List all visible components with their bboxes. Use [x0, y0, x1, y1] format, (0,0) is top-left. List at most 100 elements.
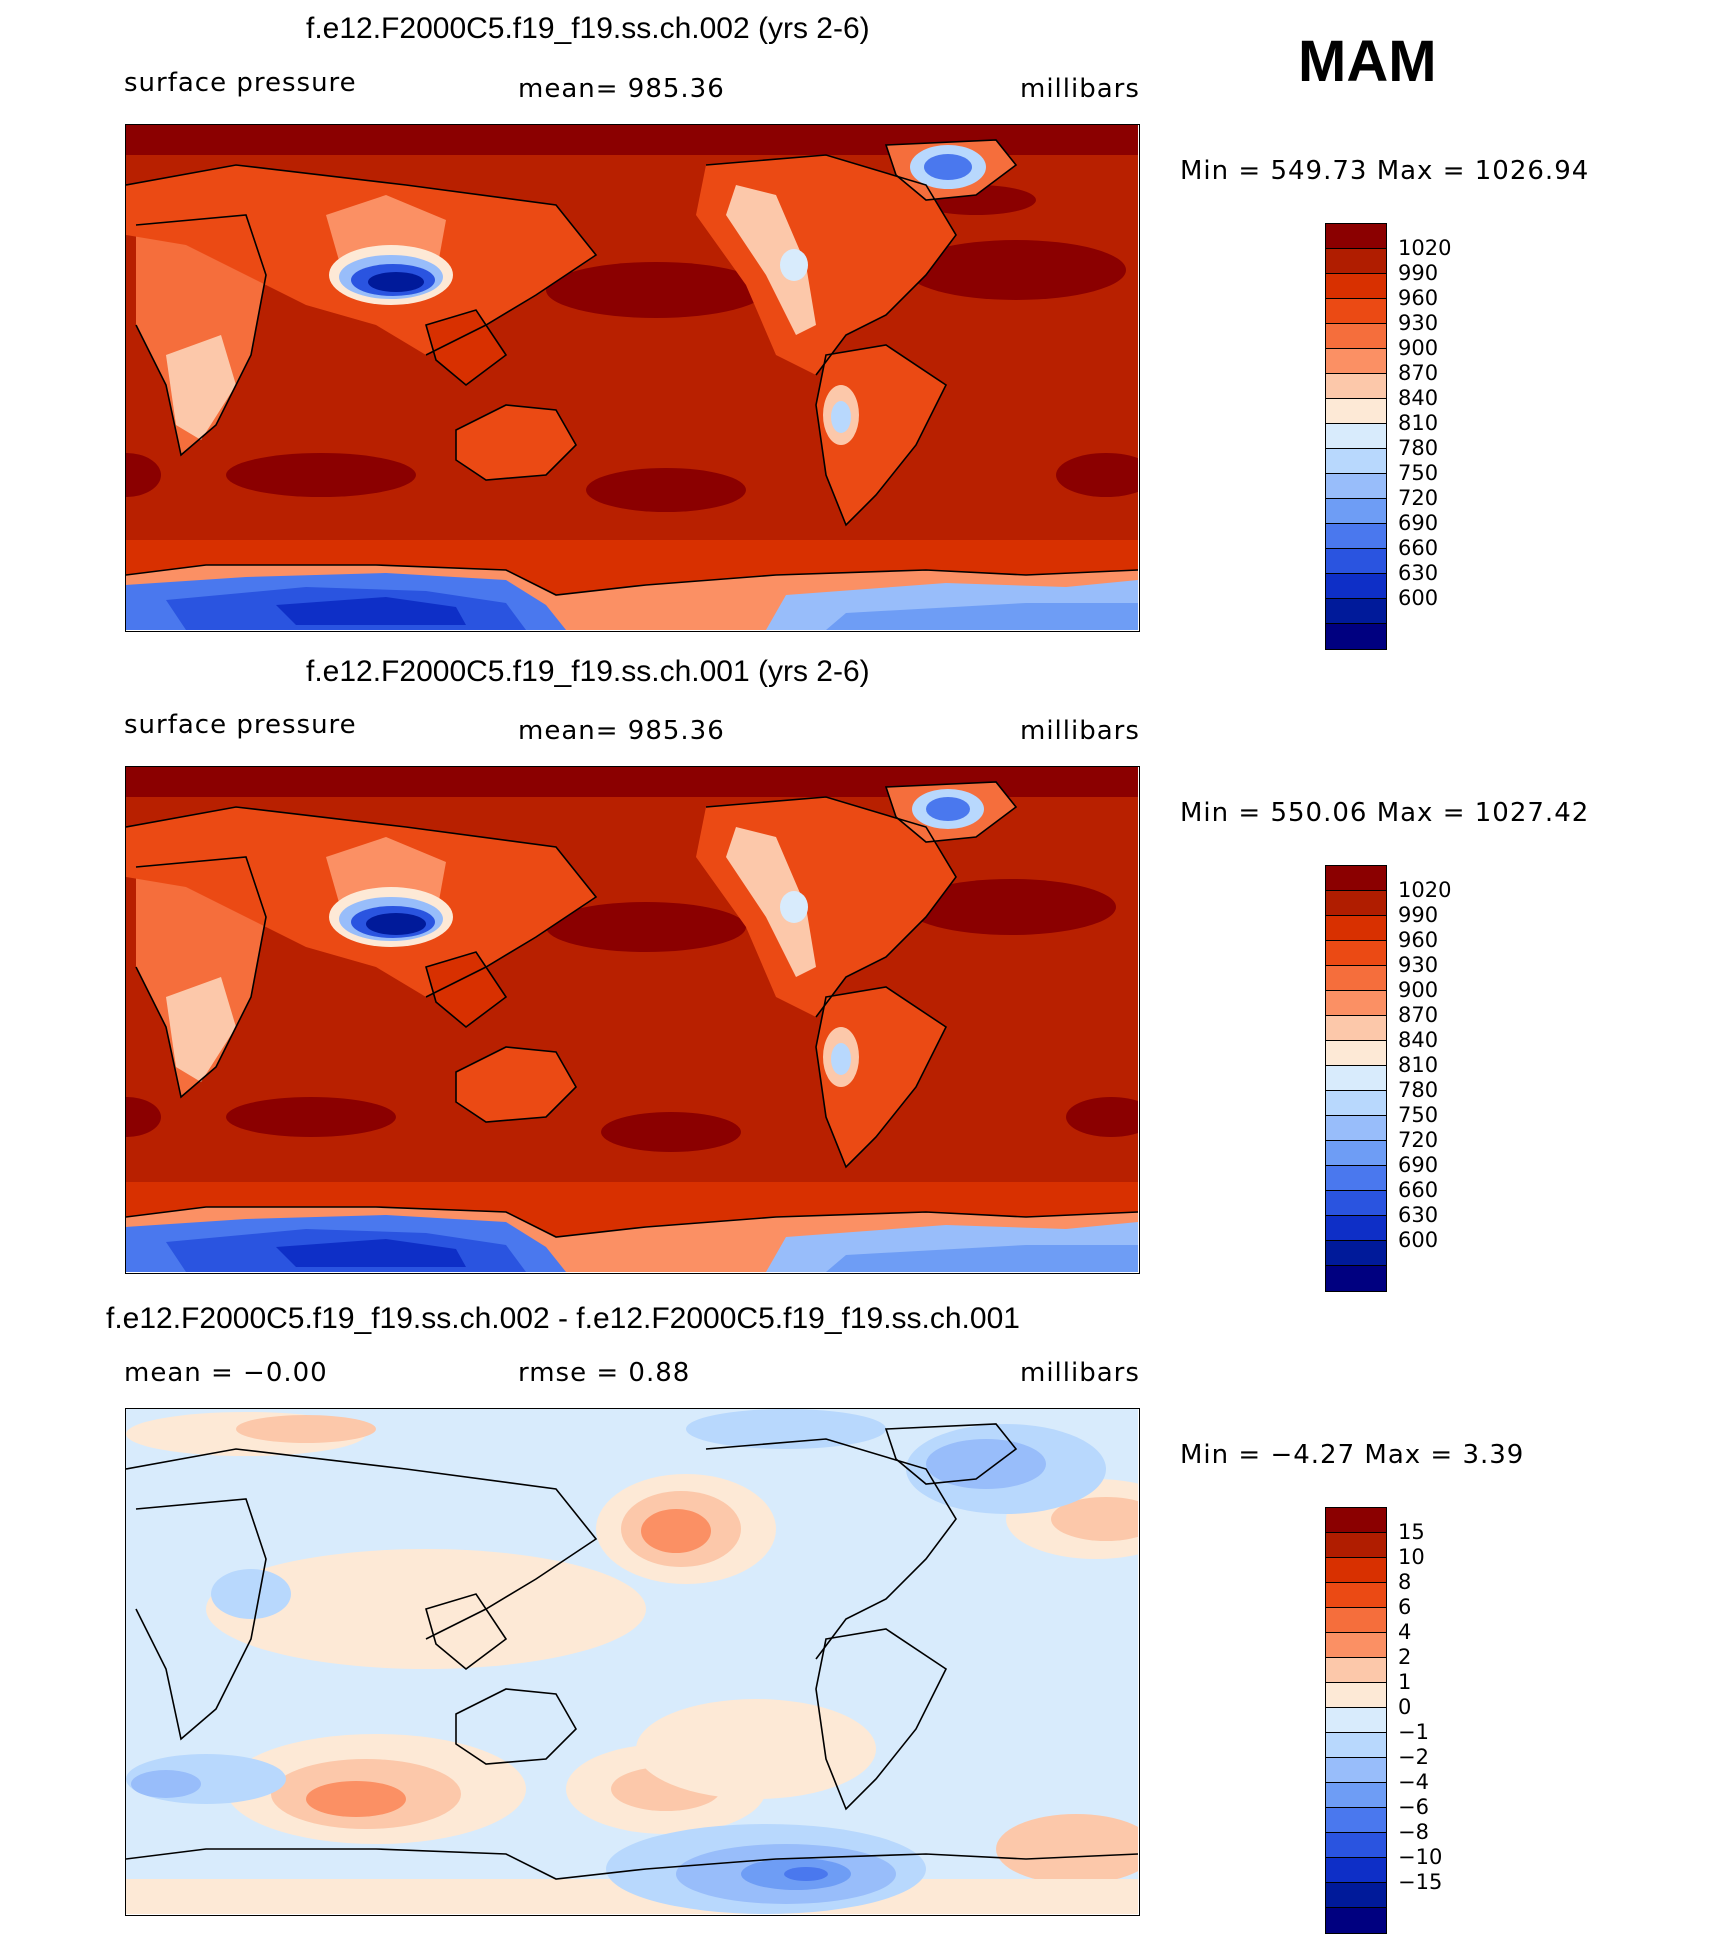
colorbar-tick-label: 750 [1398, 1103, 1439, 1127]
colorbar-swatch [1326, 1808, 1386, 1833]
colorbar-tick-label: −10 [1398, 1845, 1443, 1869]
colorbar-swatch [1326, 1116, 1386, 1141]
colorbar-swatch [1326, 916, 1386, 941]
colorbar-swatch [1326, 299, 1386, 324]
colorbar-swatch [1326, 599, 1386, 624]
colorbar-swatch [1326, 1608, 1386, 1633]
colorbar-tick-label: 930 [1398, 311, 1439, 335]
colorbar-tick-label: 720 [1398, 1128, 1439, 1152]
colorbar-tick-label: 0 [1398, 1695, 1412, 1719]
colorbar-tick-label: 810 [1398, 1053, 1439, 1077]
colorbar-tick-label: 1020 [1398, 878, 1452, 902]
panel-3-map [125, 1408, 1140, 1916]
panel-1-colorbar [1325, 223, 1387, 650]
colorbar-swatch [1326, 574, 1386, 599]
colorbar-tick-label: 810 [1398, 411, 1439, 435]
colorbar-swatch [1326, 224, 1386, 249]
colorbar-swatch [1326, 1141, 1386, 1166]
colorbar-swatch [1326, 474, 1386, 499]
colorbar-tick-label: −8 [1398, 1820, 1429, 1844]
colorbar-swatch [1326, 1266, 1386, 1291]
colorbar-swatch [1326, 1758, 1386, 1783]
colorbar-tick-label: 870 [1398, 361, 1439, 385]
colorbar-swatch [1326, 374, 1386, 399]
panel-2-map [125, 766, 1140, 1274]
panel-1-title: f.e12.F2000C5.f19_f19.ss.ch.002 (yrs 2-6… [306, 12, 870, 45]
colorbar-swatch [1326, 1783, 1386, 1808]
colorbar-swatch [1326, 1883, 1386, 1908]
colorbar-tick-label: 10 [1398, 1545, 1425, 1569]
panel-2-pressure-field [126, 767, 1138, 1272]
colorbar-swatch [1326, 1533, 1386, 1558]
colorbar-tick-label: 600 [1398, 1228, 1439, 1252]
panel-2-units-label: millibars [1020, 716, 1140, 746]
panel-3-colorbar [1325, 1507, 1387, 1934]
colorbar-swatch [1326, 549, 1386, 574]
colorbar-swatch [1326, 399, 1386, 424]
colorbar-tick-label: 660 [1398, 536, 1439, 560]
panel-3-rmse-label: rmse = 0.88 [518, 1358, 691, 1388]
season-label: MAM [1298, 29, 1437, 94]
colorbar-tick-label: 2 [1398, 1645, 1412, 1669]
colorbar-tick-label: −4 [1398, 1770, 1429, 1794]
colorbar-tick-label: 840 [1398, 386, 1439, 410]
colorbar-swatch [1326, 349, 1386, 374]
colorbar-tick-label: 6 [1398, 1595, 1412, 1619]
colorbar-swatch [1326, 1191, 1386, 1216]
colorbar-swatch [1326, 1041, 1386, 1066]
colorbar-swatch [1326, 966, 1386, 991]
colorbar-tick-label: −6 [1398, 1795, 1429, 1819]
colorbar-tick-label: 900 [1398, 336, 1439, 360]
colorbar-swatch [1326, 1833, 1386, 1858]
panel-1-pressure-field [126, 125, 1138, 630]
panel-1-variable-label: surface pressure [124, 68, 357, 98]
panel-2-mean-label: mean= 985.36 [518, 716, 725, 746]
colorbar-swatch [1326, 624, 1386, 649]
colorbar-swatch [1326, 274, 1386, 299]
colorbar-tick-label: 990 [1398, 903, 1439, 927]
colorbar-swatch [1326, 1683, 1386, 1708]
colorbar-tick-label: 630 [1398, 561, 1439, 585]
panel-3-minmax: Min = −4.27 Max = 3.39 [1180, 1440, 1525, 1470]
colorbar-swatch [1326, 1066, 1386, 1091]
panel-2-minmax: Min = 550.06 Max = 1027.42 [1180, 798, 1590, 828]
colorbar-tick-label: 630 [1398, 1203, 1439, 1227]
colorbar-tick-label: 870 [1398, 1003, 1439, 1027]
colorbar-tick-label: 660 [1398, 1178, 1439, 1202]
colorbar-tick-label: 1020 [1398, 236, 1452, 260]
colorbar-tick-label: 780 [1398, 436, 1439, 460]
colorbar-tick-label: 960 [1398, 928, 1439, 952]
colorbar-swatch [1326, 524, 1386, 549]
colorbar-tick-label: 900 [1398, 978, 1439, 1002]
colorbar-swatch [1326, 1583, 1386, 1608]
colorbar-tick-label: 8 [1398, 1570, 1412, 1594]
colorbar-swatch [1326, 1908, 1386, 1933]
panel-1-map [125, 124, 1140, 632]
colorbar-swatch [1326, 1633, 1386, 1658]
colorbar-tick-label: 840 [1398, 1028, 1439, 1052]
panel-2-colorbar [1325, 865, 1387, 1292]
panel-2-title: f.e12.F2000C5.f19_f19.ss.ch.001 (yrs 2-6… [306, 655, 870, 688]
colorbar-swatch [1326, 449, 1386, 474]
panel-1-minmax: Min = 549.73 Max = 1026.94 [1180, 156, 1590, 186]
colorbar-swatch [1326, 891, 1386, 916]
colorbar-tick-label: 600 [1398, 586, 1439, 610]
colorbar-swatch [1326, 249, 1386, 274]
colorbar-tick-label: 690 [1398, 511, 1439, 535]
colorbar-swatch [1326, 1091, 1386, 1116]
colorbar-tick-label: −15 [1398, 1870, 1443, 1894]
colorbar-swatch [1326, 1508, 1386, 1533]
panel-2-variable-label: surface pressure [124, 710, 357, 740]
colorbar-tick-label: −1 [1398, 1720, 1429, 1744]
colorbar-tick-label: 690 [1398, 1153, 1439, 1177]
colorbar-tick-label: 4 [1398, 1620, 1412, 1644]
colorbar-swatch [1326, 991, 1386, 1016]
colorbar-tick-label: 930 [1398, 953, 1439, 977]
colorbar-tick-label: 1 [1398, 1670, 1412, 1694]
colorbar-tick-label: 750 [1398, 461, 1439, 485]
colorbar-swatch [1326, 1558, 1386, 1583]
colorbar-tick-label: 15 [1398, 1520, 1425, 1544]
colorbar-swatch [1326, 941, 1386, 966]
colorbar-swatch [1326, 1166, 1386, 1191]
colorbar-tick-label: 720 [1398, 486, 1439, 510]
